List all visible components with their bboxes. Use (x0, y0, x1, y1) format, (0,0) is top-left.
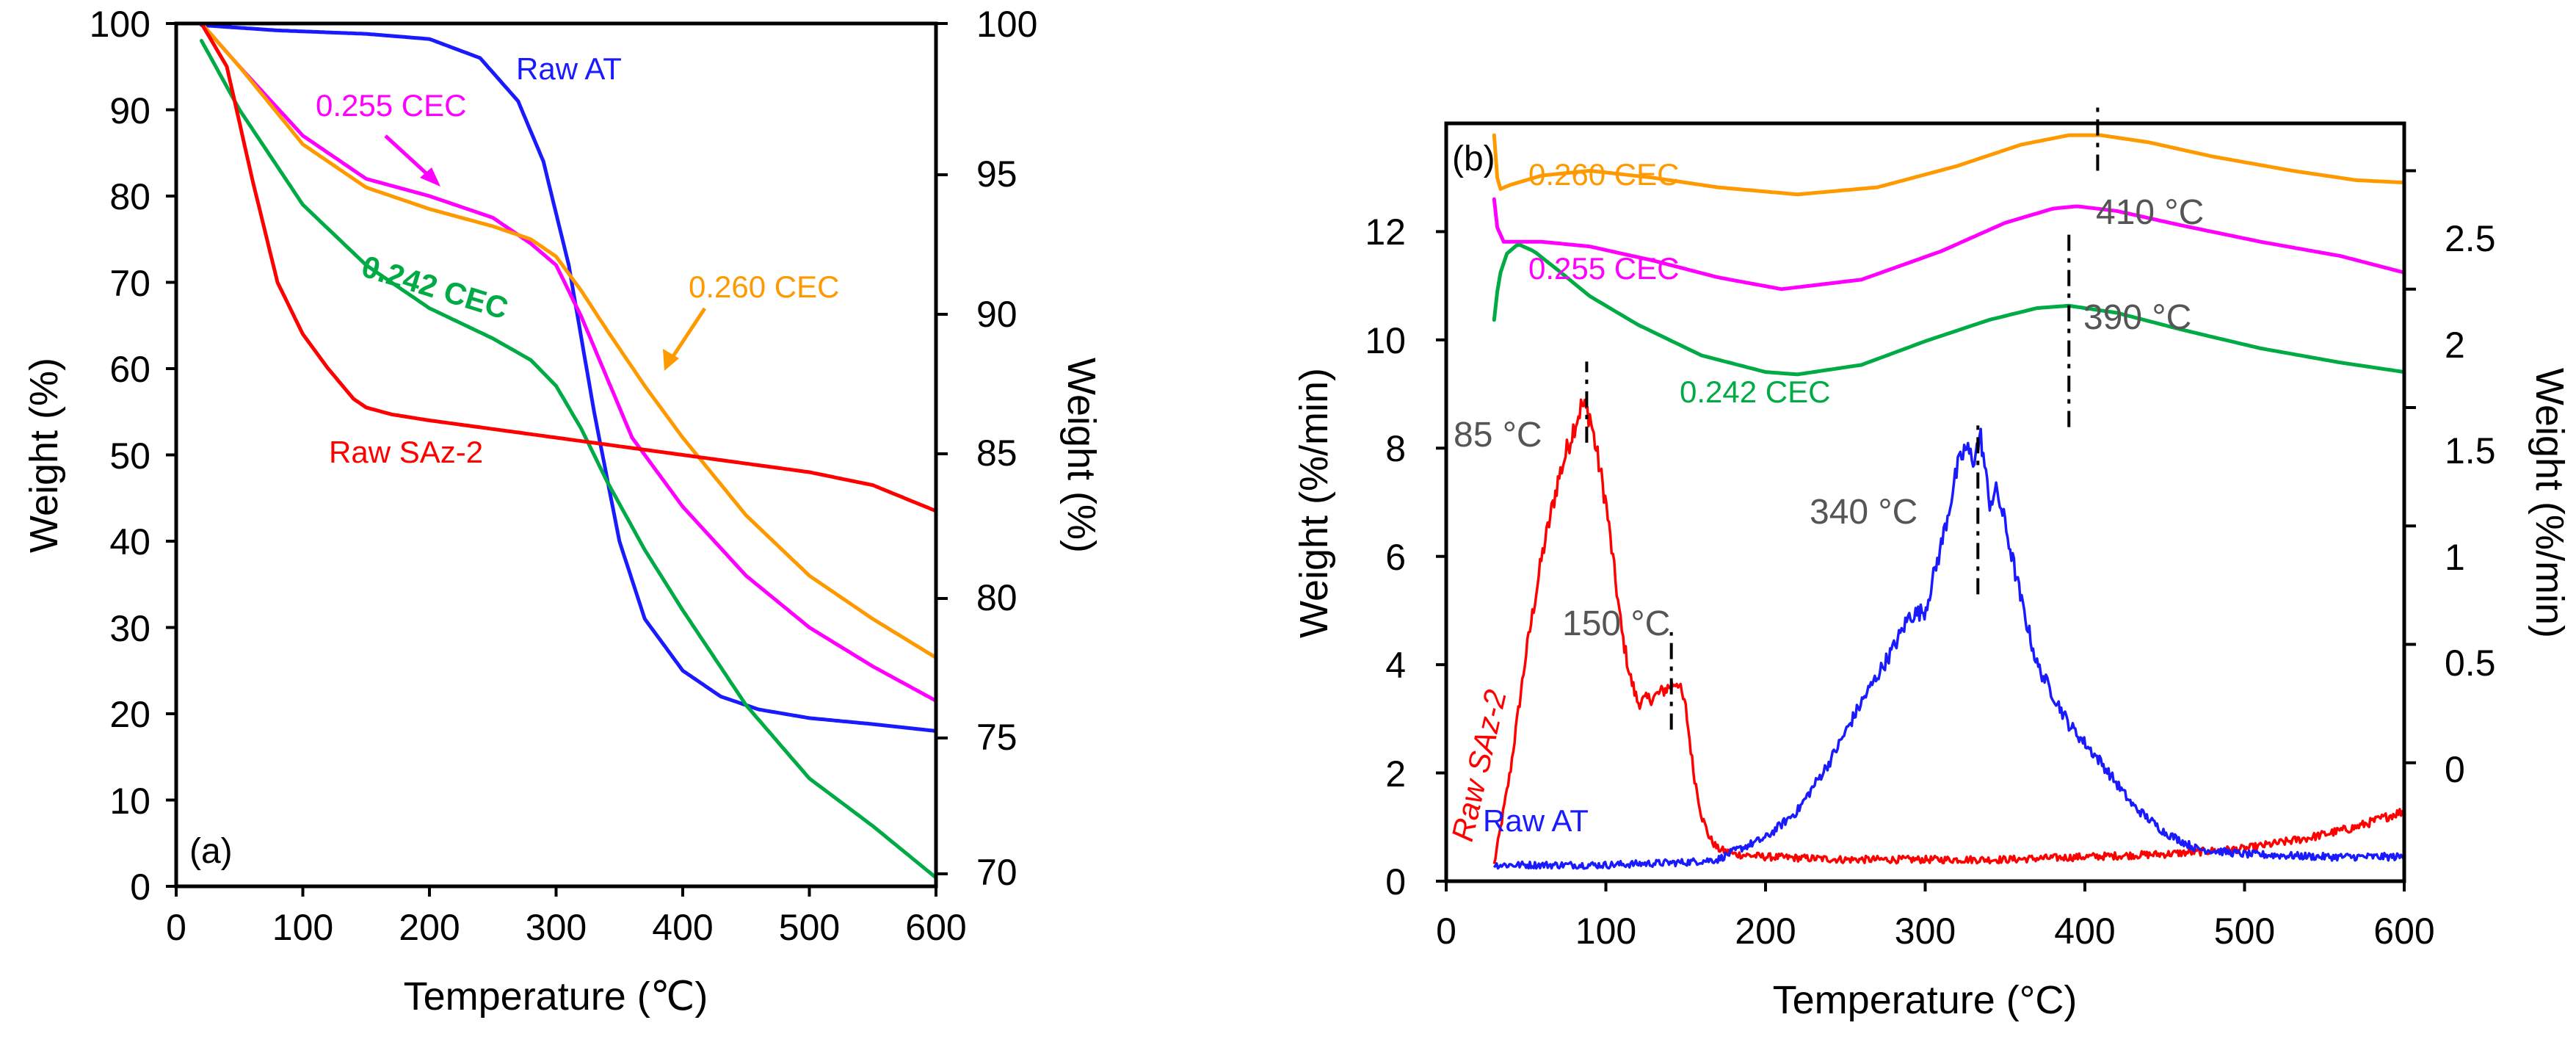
panel-a-y2tick-80: 80 (976, 577, 1017, 618)
panel-b-y2-title: Weight (%/min) (2528, 368, 2572, 638)
panel-a-ytick-80: 80 (109, 176, 150, 217)
panel-a-xtick-400: 400 (652, 907, 713, 948)
panel-b-ytick-0: 0 (1385, 861, 1406, 902)
panel-a-series-0-242-cec (200, 39, 938, 880)
panel-a-y2tick-95: 95 (976, 153, 1017, 195)
panel-a-x-title: Temperature (℃) (404, 974, 708, 1019)
panel-a-y2tick-75: 75 (976, 717, 1017, 758)
panel-b-peak-label-410: 410 °C (2096, 193, 2204, 232)
panel-b-xtick-200: 200 (1735, 911, 1796, 952)
panel-a-xtick-200: 200 (399, 907, 460, 948)
panel-a-ytick-20: 20 (109, 694, 150, 735)
panel-b-ytick-10: 10 (1365, 320, 1406, 361)
panel-a-xtick-500: 500 (779, 907, 840, 948)
panel-b-ytick-6: 6 (1385, 537, 1406, 578)
panel-a-y2tick-100: 100 (976, 4, 1037, 45)
panel-b-plot-frame (1444, 121, 2406, 883)
panel-a-label-0260: 0.260 CEC (689, 269, 839, 304)
panel-b-ytick-12: 12 (1365, 211, 1406, 253)
panel-b-xtick-400: 400 (2054, 911, 2115, 952)
panel-b-y2tick-25: 2.5 (2445, 218, 2496, 259)
panel-b-y2tick-15: 1.5 (2445, 430, 2496, 471)
panel-b-xtick-100: 100 (1575, 911, 1636, 952)
panel-a-xtick-0: 0 (166, 907, 186, 948)
panel-b-peak-label-150: 150 °C (1562, 604, 1670, 643)
panel-a-xtick-600: 600 (905, 907, 966, 948)
panel-a-series-0-255-cec (200, 21, 938, 703)
panel-b-label-0260: 0.260 CEC (1528, 157, 1679, 192)
panel-b-xtick-600: 600 (2373, 911, 2434, 952)
panel-b-y2tick-1: 1 (2445, 537, 2465, 578)
panel-a-ytick-100: 100 (90, 4, 150, 45)
panel-a-label-raw-saz: Raw SAz-2 (329, 435, 483, 469)
panel-a-ytick-0: 0 (130, 866, 150, 908)
panel-b-x-title: Temperature (°C) (1773, 978, 2078, 1022)
panel-b-label: (b) (1452, 140, 1495, 178)
panel-b: 0 100 200 300 400 500 600 0 2 4 6 8 10 1… (1292, 106, 2572, 1022)
panel-b-y2tick-2: 2 (2445, 325, 2465, 366)
panel-b-peak-label-390: 390 °C (2083, 298, 2191, 337)
panel-b-ytick-2: 2 (1385, 753, 1406, 795)
panel-a-label: (a) (189, 832, 233, 871)
panel-b-series-raw-at (1492, 427, 2405, 870)
panel-b-series-0-255-cec (1492, 197, 2406, 292)
panel-b-xtick-500: 500 (2214, 911, 2275, 952)
panel-a-y2tick-70: 70 (976, 852, 1017, 893)
panel-a: 0 100 200 300 400 500 600 0 10 20 30 40 … (22, 4, 1103, 1019)
panel-a-y-title: Weight (%) (22, 358, 66, 553)
panel-b-ytick-4: 4 (1385, 645, 1406, 686)
panel-a-ytick-10: 10 (109, 781, 150, 822)
panel-b-ticks (1436, 169, 2416, 891)
panel-b-curves (1492, 133, 2406, 870)
panel-a-y2-title: Weight (%) (1059, 358, 1103, 553)
panel-b-peak-label-85: 85 °C (1454, 416, 1542, 455)
panel-a-plot-frame (174, 21, 938, 889)
panel-b-ytick-8: 8 (1385, 428, 1406, 469)
panel-a-xtick-300: 300 (526, 907, 587, 948)
panel-a-series-0-260-cec (200, 21, 938, 660)
panel-a-label-raw-at: Raw AT (516, 51, 622, 86)
panel-b-label-raw-at: Raw AT (1483, 803, 1589, 838)
panel-a-ytick-30: 30 (109, 608, 150, 649)
panel-b-xtick-0: 0 (1436, 911, 1456, 952)
panel-b-xtick-300: 300 (1895, 911, 1956, 952)
panel-b-y2tick-0: 0 (2445, 749, 2465, 790)
panel-a-ytick-50: 50 (109, 435, 150, 477)
panel-a-xtick-100: 100 (272, 907, 333, 948)
panel-b-series-raw-saz-2 (1492, 398, 2405, 865)
panel-a-arrow-0255 (384, 134, 440, 187)
panel-b-peak-label-340: 340 °C (1810, 493, 1918, 532)
panel-b-label-0255: 0.255 CEC (1528, 251, 1679, 286)
panel-a-label-0255: 0.255 CEC (316, 88, 466, 123)
panel-a-ytick-60: 60 (109, 349, 150, 390)
panel-a-y2tick-85: 85 (976, 433, 1017, 474)
panel-b-y-title: Weight (%/min) (1292, 368, 1336, 638)
panel-a-label-0242: 0.242 CEC (358, 249, 512, 326)
panel-a-ytick-70: 70 (109, 263, 150, 304)
panel-a-series-raw-saz-2 (200, 21, 938, 513)
panel-a-series-raw-at (200, 23, 938, 733)
panel-a-ytick-90: 90 (109, 90, 150, 131)
panel-a-ticks (166, 22, 948, 897)
panel-b-label-0242: 0.242 CEC (1680, 375, 1830, 409)
panel-b-series-0-242-cec (1492, 242, 2406, 377)
panel-a-arrow-0260 (663, 307, 707, 371)
panel-b-y2tick-05: 0.5 (2445, 643, 2496, 684)
panel-a-y2tick-90: 90 (976, 294, 1017, 335)
panel-a-ytick-40: 40 (109, 521, 150, 562)
panel-a-curves (200, 21, 938, 880)
panel-b-series-0-260-cec (1492, 133, 2406, 197)
panel-b-peak-lines (1585, 106, 2100, 730)
